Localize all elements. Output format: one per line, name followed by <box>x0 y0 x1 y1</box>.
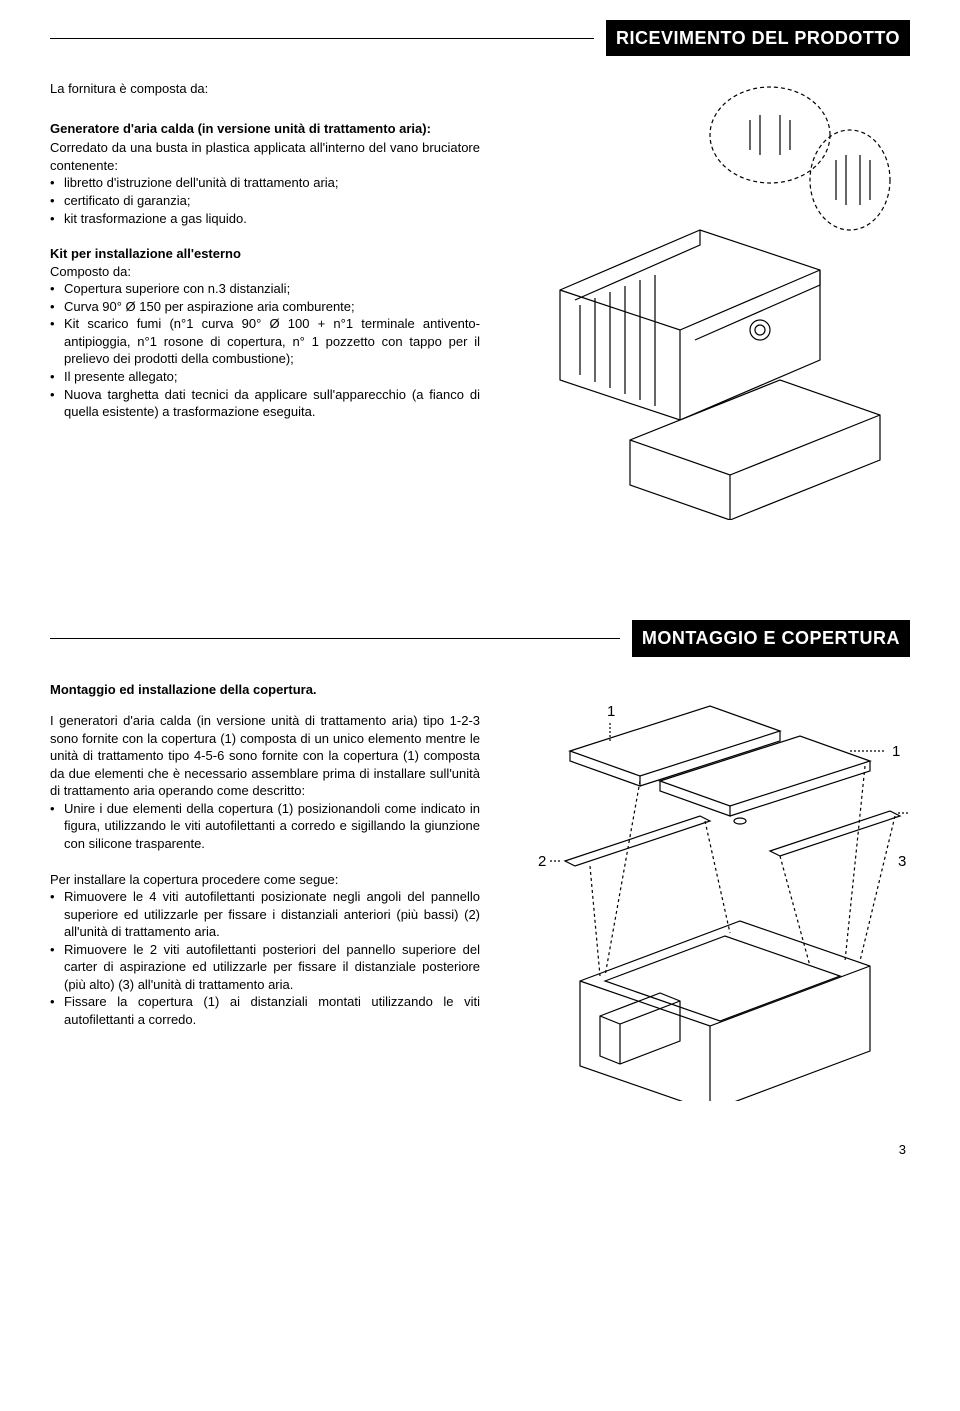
block1-list: libretto d'istruzione dell'unità di trat… <box>50 174 480 227</box>
page: RICEVIMENTO DEL PRODOTTO La fornitura è … <box>0 0 960 1198</box>
header-rule <box>50 638 620 639</box>
block2-lead: Composto da: <box>50 263 480 281</box>
callout-1b: 1 <box>892 743 900 760</box>
block1-lead: Corredato da una busta in plastica appli… <box>50 139 480 174</box>
section1-content: La fornitura è composta da: Generatore d… <box>50 80 910 520</box>
callout-2: 2 <box>538 853 546 870</box>
list-item: Nuova targhetta dati tecnici da applicar… <box>50 386 480 421</box>
list-item: certificato di garanzia; <box>50 192 480 210</box>
section2-para1: I generatori d'aria calda (in versione u… <box>50 712 480 800</box>
section2-block2: Per installare la copertura procedere co… <box>50 871 480 1029</box>
list-item: Rimuovere le 4 viti autofilettanti posiz… <box>50 888 480 941</box>
list-item: Kit scarico fumi (n°1 curva 90° Ø 100 + … <box>50 315 480 368</box>
generator-diagram <box>520 80 900 520</box>
section2-text: Montaggio ed installazione della copertu… <box>50 681 480 1101</box>
block2-list: Copertura superiore con n.3 distanziali;… <box>50 280 480 420</box>
section2-list2: Rimuovere le 4 viti autofilettanti posiz… <box>50 888 480 1028</box>
list-item: Curva 90° Ø 150 per aspirazione aria com… <box>50 298 480 316</box>
section1-text: La fornitura è composta da: Generatore d… <box>50 80 480 520</box>
section2-content: Montaggio ed installazione della copertu… <box>50 681 910 1101</box>
section1-intro: La fornitura è composta da: <box>50 80 480 98</box>
header-rule <box>50 38 594 39</box>
list-item: Copertura superiore con n.3 distanziali; <box>50 280 480 298</box>
callout-1a: 1 <box>607 703 615 720</box>
section1-header-row: RICEVIMENTO DEL PRODOTTO <box>50 20 910 56</box>
section2-para2: Per installare la copertura procedere co… <box>50 871 480 889</box>
section2-header: MONTAGGIO E COPERTURA <box>632 620 910 656</box>
page-number: 3 <box>50 1141 910 1159</box>
section2-subhead: Montaggio ed installazione della copertu… <box>50 681 480 699</box>
list-item: Unire i due elementi della copertura (1)… <box>50 800 480 853</box>
block1-title: Generatore d'aria calda (in versione uni… <box>50 120 480 138</box>
callout-3: 3 <box>898 853 906 870</box>
section1-block2: Kit per installazione all'esterno Compos… <box>50 245 480 420</box>
list-item: kit trasformazione a gas liquido. <box>50 210 480 228</box>
list-item: Fissare la copertura (1) ai distanziali … <box>50 993 480 1028</box>
cover-assembly-diagram: 1 1 2 3 <box>510 681 910 1101</box>
section1-block1: Generatore d'aria calda (in versione uni… <box>50 120 480 227</box>
section2-header-row: MONTAGGIO E COPERTURA <box>50 620 910 656</box>
section-gap <box>50 560 910 620</box>
section2-list1: Unire i due elementi della copertura (1)… <box>50 800 480 853</box>
section2-figure: 1 1 2 3 <box>510 681 910 1101</box>
list-item: Rimuovere le 2 viti autofilettanti poste… <box>50 941 480 994</box>
list-item: libretto d'istruzione dell'unità di trat… <box>50 174 480 192</box>
section2-block1: I generatori d'aria calda (in versione u… <box>50 712 480 852</box>
block2-title: Kit per installazione all'esterno <box>50 245 480 263</box>
list-item: Il presente allegato; <box>50 368 480 386</box>
section1-header: RICEVIMENTO DEL PRODOTTO <box>606 20 910 56</box>
section1-figure <box>510 80 910 520</box>
